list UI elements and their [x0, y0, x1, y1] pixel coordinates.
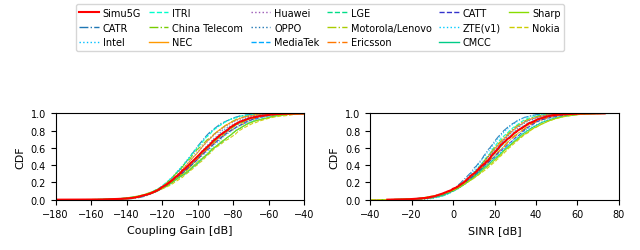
Y-axis label: CDF: CDF — [15, 146, 25, 168]
Legend: Simu5G, CATR, Intel, ITRI, China Telecom, NEC, Huawei, OPPO, MediaTek, LGE, Moto: Simu5G, CATR, Intel, ITRI, China Telecom… — [76, 5, 564, 52]
X-axis label: SINR [dB]: SINR [dB] — [468, 225, 522, 235]
Y-axis label: CDF: CDF — [330, 146, 340, 168]
X-axis label: Coupling Gain [dB]: Coupling Gain [dB] — [127, 225, 233, 235]
